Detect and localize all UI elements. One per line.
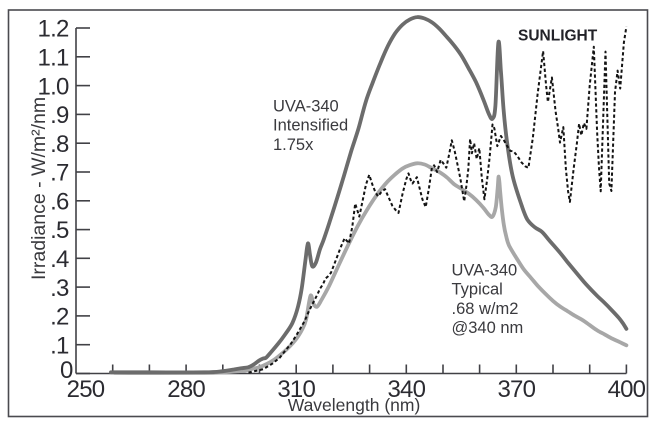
svg-text:UVA-340: UVA-340 xyxy=(452,261,518,279)
svg-text:UVA-340: UVA-340 xyxy=(273,98,339,116)
svg-text:.6: .6 xyxy=(50,189,69,216)
svg-text:Intensified: Intensified xyxy=(273,117,348,135)
svg-text:.5: .5 xyxy=(50,217,69,244)
svg-text:0: 0 xyxy=(60,357,73,384)
svg-text:SUNLIGHT: SUNLIGHT xyxy=(518,28,598,45)
svg-text:280: 280 xyxy=(167,376,205,403)
svg-text:.7: .7 xyxy=(50,160,69,187)
svg-text:1.75x: 1.75x xyxy=(273,136,314,154)
svg-text:.9: .9 xyxy=(50,102,69,129)
svg-text:.68 w/m2: .68 w/m2 xyxy=(452,300,519,318)
svg-text:.1: .1 xyxy=(50,332,69,359)
svg-text:.2: .2 xyxy=(50,304,69,331)
svg-text:Irradiance - W/m²/nm: Irradiance - W/m²/nm xyxy=(28,97,50,280)
svg-text:370: 370 xyxy=(497,376,535,403)
svg-text:.3: .3 xyxy=(50,275,69,302)
svg-text:@340 nm: @340 nm xyxy=(452,319,524,337)
svg-text:Typical: Typical xyxy=(452,281,503,299)
svg-text:400: 400 xyxy=(608,376,646,403)
svg-text:1.1: 1.1 xyxy=(38,45,69,72)
svg-text:Wavelength (nm): Wavelength (nm) xyxy=(288,395,421,415)
svg-text:340: 340 xyxy=(387,376,425,403)
svg-text:250: 250 xyxy=(67,376,105,403)
svg-text:.4: .4 xyxy=(50,246,69,273)
svg-text:1.0: 1.0 xyxy=(38,73,69,100)
svg-text:.8: .8 xyxy=(50,131,69,158)
svg-text:1.2: 1.2 xyxy=(38,16,69,43)
svg-text:310: 310 xyxy=(277,376,315,403)
